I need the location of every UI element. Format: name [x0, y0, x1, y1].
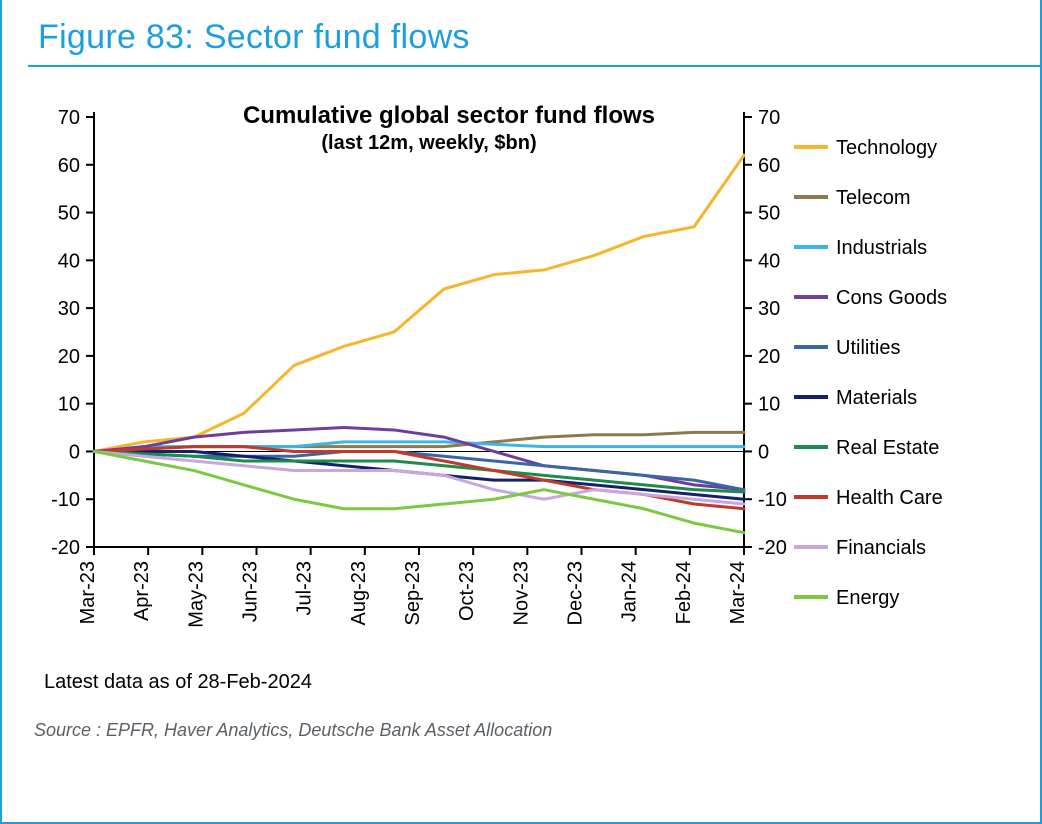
svg-text:70: 70 [758, 107, 780, 129]
svg-text:0: 0 [758, 441, 769, 463]
chart-title-sub: (last 12m, weekly, $bn) [321, 132, 536, 154]
svg-text:-20: -20 [51, 537, 80, 559]
title-underline [28, 65, 1040, 67]
source-note: Source : EPFR, Haver Analytics, Deutsche… [34, 720, 1018, 741]
svg-text:Oct-23: Oct-23 [456, 561, 478, 621]
svg-text:-20: -20 [758, 537, 787, 559]
svg-text:40: 40 [58, 250, 80, 272]
series-financials [94, 451, 744, 504]
svg-text:30: 30 [58, 298, 80, 320]
svg-text:Jun-23: Jun-23 [240, 561, 262, 622]
legend-label-utilities: Utilities [836, 337, 900, 359]
legend-label-health-care: Health Care [836, 487, 943, 509]
legend-label-industrials: Industrials [836, 237, 927, 259]
svg-text:70: 70 [58, 107, 80, 129]
svg-text:50: 50 [58, 203, 80, 225]
svg-text:60: 60 [758, 155, 780, 177]
legend-label-telecom: Telecom [836, 187, 910, 209]
svg-text:60: 60 [58, 155, 80, 177]
svg-text:10: 10 [758, 394, 780, 416]
legend-label-financials: Financials [836, 537, 926, 559]
svg-text:Dec-23: Dec-23 [565, 561, 587, 625]
svg-text:40: 40 [758, 250, 780, 272]
svg-text:Aug-23: Aug-23 [348, 561, 370, 626]
svg-text:0: 0 [69, 441, 80, 463]
svg-text:Mar-24: Mar-24 [727, 561, 749, 624]
figure-title: Figure 83: Sector fund flows [2, 0, 1040, 65]
line-chart: 70 60 50 40 30 20 10 0 -10 -20 70 60 50 40 30 20 10 0 -10 -… [24, 87, 1014, 667]
svg-text:20: 20 [58, 346, 80, 368]
legend-label-real-estate: Real Estate [836, 437, 939, 459]
svg-text:Sep-23: Sep-23 [402, 561, 424, 626]
svg-text:Nov-23: Nov-23 [510, 561, 532, 625]
svg-text:20: 20 [758, 346, 780, 368]
svg-text:Mar-23: Mar-23 [77, 561, 99, 624]
svg-text:30: 30 [758, 298, 780, 320]
legend-label-energy: Energy [836, 587, 899, 609]
data-asof-note: Latest data as of 28-Feb-2024 [44, 671, 1018, 694]
svg-text:-10: -10 [758, 489, 787, 511]
legend-label-materials: Materials [836, 387, 917, 409]
svg-text:10: 10 [58, 394, 80, 416]
svg-text:Jan-24: Jan-24 [619, 561, 641, 622]
svg-text:May-23: May-23 [185, 561, 207, 628]
svg-text:-10: -10 [51, 489, 80, 511]
svg-text:Apr-23: Apr-23 [131, 561, 153, 621]
figure-frame: Figure 83: Sector fund flows 70 60 50 40 30 2… [0, 0, 1042, 824]
svg-text:Jul-23: Jul-23 [294, 561, 316, 615]
chart-wrap: 70 60 50 40 30 20 10 0 -10 -20 70 60 50 40 30 20 10 0 -10 -… [24, 87, 1018, 741]
legend-label-cons-goods: Cons Goods [836, 287, 947, 309]
svg-text:Feb-24: Feb-24 [673, 561, 695, 624]
svg-text:50: 50 [758, 203, 780, 225]
series-cons-goods [94, 428, 744, 490]
series-technology [94, 155, 744, 451]
legend-label-technology: Technology [836, 137, 937, 159]
chart-title-main: Cumulative global sector fund flows [243, 102, 655, 129]
